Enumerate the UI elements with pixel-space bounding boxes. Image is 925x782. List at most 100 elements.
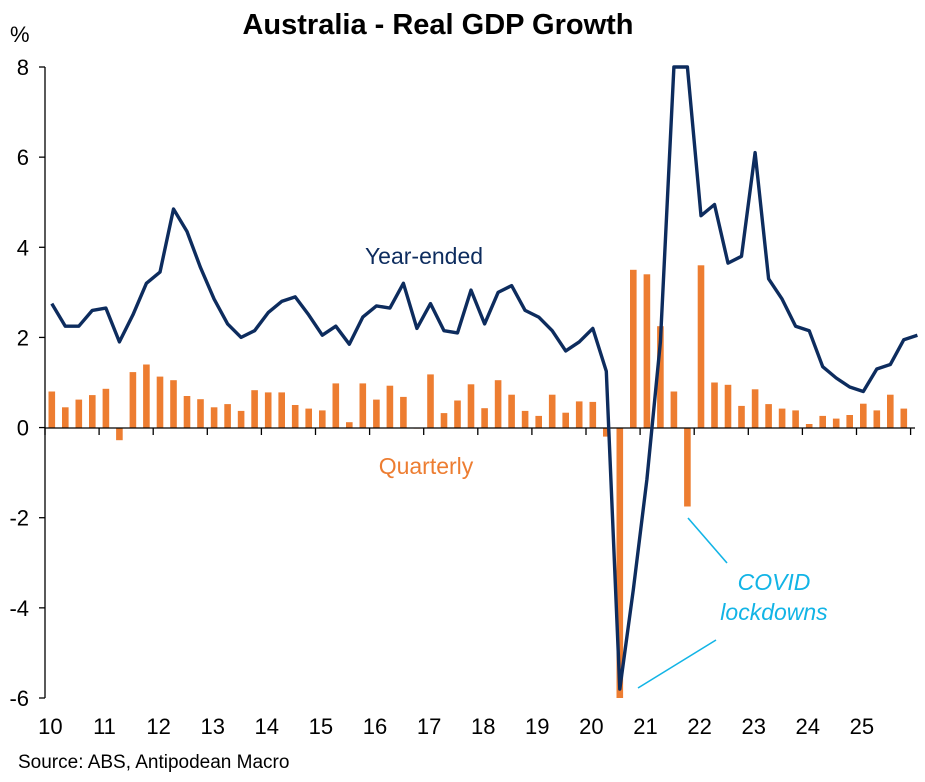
quarterly-bar [508,394,515,428]
quarterly-bar [832,418,840,428]
annotation-lockdowns: lockdowns [720,599,828,625]
quarterly-bar [805,424,813,428]
x-tick-label: 20 [579,714,603,739]
quarterly-bar [197,399,204,428]
x-tick-label: 25 [850,714,874,739]
quarterly-bar [887,394,894,428]
x-tick-label: 17 [417,714,441,739]
quarterly-bar [738,405,745,428]
x-tick-label: 11 [93,714,116,739]
quarterly-bar [643,274,651,428]
quarterly-bar [170,380,177,428]
source-note: Source: ABS, Antipodean Macro [18,752,289,773]
y-tick-label: 0 [17,416,29,441]
quarterly-bar [711,382,718,428]
quarterly-bar [237,410,245,428]
annotation-leader-line [637,639,717,689]
quarterly-bar [210,407,218,428]
quarterly-bar [494,380,502,428]
quarterly-bar [116,427,123,441]
quarterly-bar [819,415,826,428]
quarterly-bar [129,372,137,428]
quarterly-bar [143,364,150,428]
y-tick-label: 4 [17,235,29,260]
x-tick-label: 16 [363,714,387,739]
axes [39,66,915,699]
quarterly-bar [467,384,475,428]
quarterly-bar [684,427,691,507]
quarterly-bar [156,376,164,428]
quarterly-bar [860,403,867,428]
x-tick-label: 24 [796,714,820,739]
quarterly-bar [278,392,285,428]
y-tick-label: 2 [17,325,29,350]
quarterly-bar [75,399,83,428]
quarterly-bar [62,407,69,428]
quarterly-bar [575,401,583,428]
x-tick-label: 18 [471,714,495,739]
quarterly-bar [630,269,637,428]
quarterly-bar [589,401,597,428]
quarterly-bar [102,388,110,428]
y-tick-label: -2 [9,506,29,531]
x-tick-label: 15 [309,714,333,739]
x-tick-label: 12 [146,714,170,739]
quarterly-bar [562,412,569,428]
x-tick-labels: 10 11 12 13 14 15 16 17 18 19 20 21 22 23 24 25 [38,714,874,739]
x-tick-label: 23 [741,714,765,739]
quarterly-bars [48,265,908,698]
chart-title: Australia - Real GDP Growth [242,9,633,41]
x-tick-label: 10 [38,714,62,739]
quarterly-bar [603,427,610,437]
quarterly-bar [765,404,772,428]
quarterly-bar [251,390,258,428]
quarterly-bar [427,374,434,428]
quarterly-bar [373,399,380,428]
quarterly-bar [400,396,407,428]
quarterly-bar [332,383,340,428]
y-axis-unit: % [10,22,30,47]
quarterly-series-label: Quarterly [379,453,474,479]
y-tick-label: -4 [9,596,29,621]
quarterly-bar [873,410,881,428]
y-tick-label: 8 [17,55,29,80]
quarterly-bar [670,391,678,428]
x-tick-label: 13 [200,714,224,739]
x-tick-label: 22 [687,714,711,739]
quarterly-bar [386,385,394,428]
quarterly-bar [346,422,353,428]
annotation-leader-line [687,517,728,564]
quarterly-bar [305,408,312,428]
quarterly-bar [535,415,542,428]
quarterly-bar [751,389,759,428]
quarterly-bar [48,391,56,428]
quarterly-bar [454,400,461,428]
y-tick-labels: 8 6 4 2 0 -2 -4 -6 [9,55,29,711]
quarterly-bar [697,265,705,428]
y-tick-label: 6 [17,145,29,170]
quarterly-bar [291,405,299,428]
y-tick-label: -6 [9,686,29,711]
quarterly-bar [616,427,624,698]
quarterly-bar [724,384,732,428]
quarterly-bar [224,404,231,428]
quarterly-bar [521,410,529,428]
x-tick-label: 14 [255,714,279,739]
quarterly-bar [319,410,326,428]
quarterly-bar [846,415,853,428]
quarterly-bar [89,395,96,428]
quarterly-bar [792,410,799,428]
x-tick-label: 21 [633,714,657,739]
quarterly-bar [657,326,664,428]
quarterly-bar [778,408,786,428]
quarterly-bar [183,396,191,428]
quarterly-bar [900,408,908,428]
quarterly-bar [264,392,272,428]
quarterly-bar [481,408,488,428]
quarterly-bar [548,394,556,428]
quarterly-bar [440,413,448,428]
x-tick-label: 19 [525,714,549,739]
annotation-covid: COVID [738,569,811,595]
year-ended-series-label: Year-ended [365,243,483,269]
